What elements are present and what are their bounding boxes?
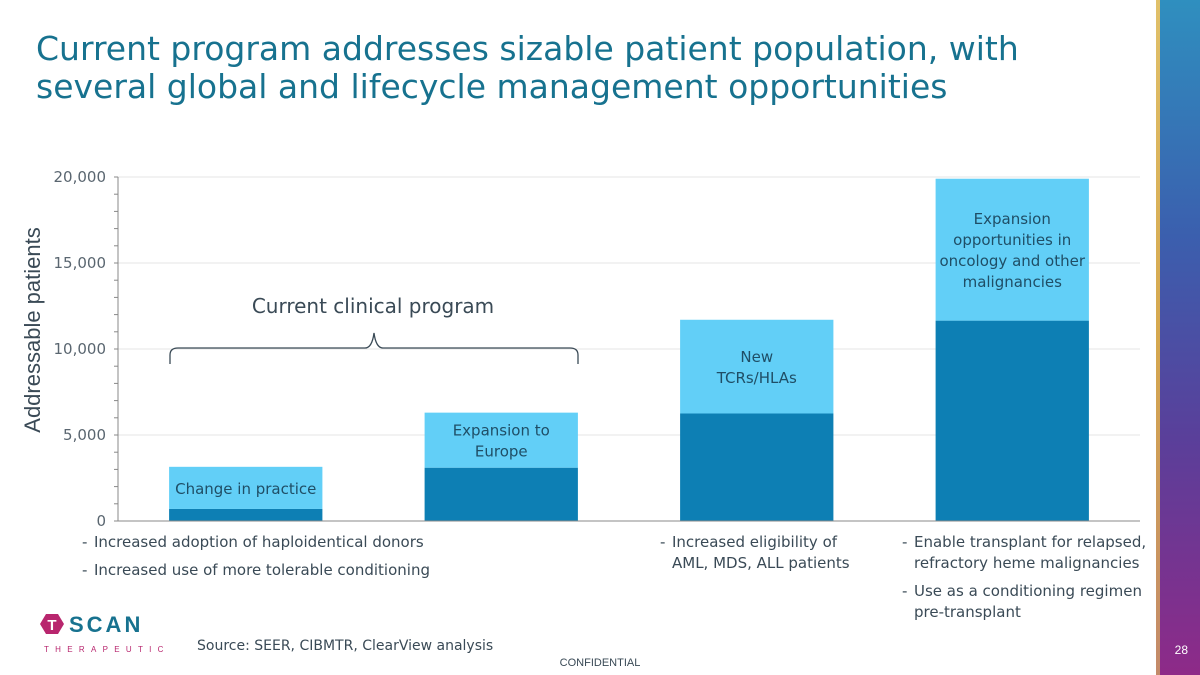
logo-wordmark: SCAN: [69, 612, 143, 637]
y-tick-label: 15,000: [54, 254, 107, 272]
note-dash: -: [82, 533, 88, 551]
page-number: 28: [1174, 643, 1188, 657]
logo-hexagon: [40, 614, 64, 634]
bar-base-segment: [424, 467, 578, 521]
segment-label: Change in practice: [175, 480, 316, 498]
y-tick-label: 5,000: [63, 426, 106, 444]
note-item: - Increased eligibility of AML, MDS, ALL …: [660, 532, 890, 574]
bar-base-segment: [680, 413, 834, 521]
note-text: Increased eligibility of AML, MDS, ALL p…: [672, 533, 850, 572]
y-tick-label: 20,000: [54, 168, 107, 186]
source-note: Source: SEER, CIBMTR, ClearView analysis: [197, 638, 494, 654]
bar-opportunity-segment: [680, 319, 834, 414]
note-item: - Use as a conditioning regimen pre-trans…: [902, 581, 1152, 623]
bar-chart: 0 5,000 10,000 15,000 20,000 Change in pract…: [20, 168, 1140, 530]
note-item: - Enable transplant for relapsed, refract…: [902, 532, 1152, 574]
note-dash: -: [82, 561, 88, 579]
note-text: Enable transplant for relapsed, refracto…: [914, 533, 1147, 572]
side-decoration-strip: [1156, 0, 1200, 675]
note-text: Increased adoption of haploidentical don…: [94, 533, 424, 551]
note-text: Increased use of more tolerable conditio…: [94, 561, 430, 579]
bracket-annotation: [169, 332, 579, 364]
y-tick-label: 10,000: [54, 340, 107, 358]
notes-col3: - Increased eligibility of AML, MDS, ALL …: [660, 532, 890, 581]
note-item: - Increased adoption of haploidentical do…: [82, 532, 442, 553]
tscan-logo: T SCAN THERAPEUTICS: [36, 612, 175, 658]
bar-opportunity-segment: [935, 178, 1089, 321]
notes-col4: - Enable transplant for relapsed, refract…: [902, 532, 1152, 630]
segment-label: Expansion opportunities in oncology and ot…: [939, 210, 1085, 291]
y-axis-label: Addressable patients: [20, 227, 45, 432]
bar-base-segment: [935, 320, 1089, 521]
segment-label: Expansion to Europe: [453, 422, 550, 461]
note-item: - Increased use of more tolerable conditi…: [82, 560, 442, 581]
current-program-annotation: Current clinical program: [252, 294, 494, 318]
notes-col1: - Increased adoption of haploidentical do…: [82, 532, 442, 588]
note-text: Use as a conditioning regimen pre-transp…: [914, 582, 1142, 621]
note-dash: -: [660, 533, 666, 551]
bar-opportunity-segment: [169, 466, 323, 509]
note-dash: -: [902, 582, 908, 600]
confidential-footer: CONFIDENTIAL: [559, 657, 641, 669]
note-dash: -: [902, 533, 908, 551]
logo-t: T: [47, 617, 56, 634]
segment-label: New TCRs/HLAs: [716, 348, 797, 387]
y-tick-label: 0: [96, 512, 106, 530]
page-title: Current program addresses sizable patien…: [36, 29, 1019, 106]
logo-mark: T SCAN THERAPEUTICS: [40, 612, 175, 654]
logo-subtitle: THERAPEUTICS: [44, 645, 166, 654]
bar-opportunity-segment: [424, 412, 578, 468]
bar-base-segment: [169, 508, 323, 521]
